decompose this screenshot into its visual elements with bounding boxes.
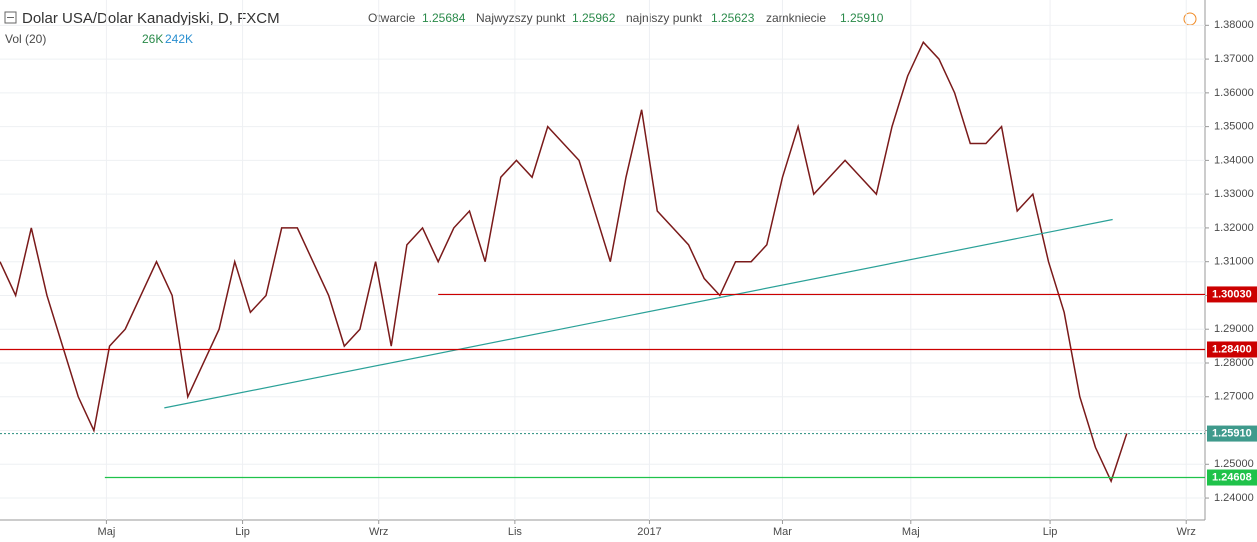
ohlc-value: 1.25910 bbox=[840, 11, 884, 25]
volume-value: 242K bbox=[165, 32, 193, 46]
price-label: 1.28400 bbox=[1212, 343, 1252, 355]
ohlc-label: najniszy punkt bbox=[626, 11, 703, 25]
volume-label[interactable]: Vol (20) bbox=[5, 32, 46, 46]
ohlc-value: 1.25623 bbox=[711, 11, 755, 25]
x-tick-label: 2017 bbox=[637, 526, 661, 538]
x-tick-label: Lip bbox=[1043, 526, 1058, 538]
ohlc-label: zamkniecie bbox=[766, 11, 826, 25]
x-tick-label: Wrz bbox=[369, 526, 388, 538]
ohlc-label: Otwarcie bbox=[368, 11, 416, 25]
price-label: 1.30030 bbox=[1212, 288, 1252, 300]
price-label-box bbox=[1207, 425, 1257, 442]
y-tick-label: 1.24000 bbox=[1214, 492, 1254, 504]
y-tick-label: 1.28000 bbox=[1214, 357, 1254, 369]
y-tick-label: 1.29000 bbox=[1214, 323, 1254, 335]
x-tick-label: Lip bbox=[235, 526, 250, 538]
x-tick-label: Maj bbox=[98, 526, 116, 538]
y-tick-label: 1.37000 bbox=[1214, 53, 1254, 65]
trend-line bbox=[164, 218, 1113, 409]
x-tick-label: Lis bbox=[508, 526, 523, 538]
y-tick-label: 1.33000 bbox=[1214, 188, 1254, 200]
collapse-icon[interactable] bbox=[4, 11, 17, 24]
x-tick-label: Wrz bbox=[1177, 526, 1196, 538]
y-tick-label: 1.36000 bbox=[1214, 87, 1254, 99]
price-label: 1.24608 bbox=[1212, 471, 1252, 483]
y-tick-label: 1.38000 bbox=[1214, 19, 1254, 31]
ohlc-value: 1.25684 bbox=[422, 11, 466, 25]
volume-value: 26K bbox=[142, 32, 163, 46]
price-label-box bbox=[1207, 469, 1257, 486]
x-tick-label: Maj bbox=[902, 526, 920, 538]
y-tick-label: 1.27000 bbox=[1214, 391, 1254, 403]
y-tick-label: 1.35000 bbox=[1214, 121, 1254, 133]
symbol-title[interactable]: Dolar USA/Dolar Kanadyjski, D, FXCM bbox=[22, 10, 280, 27]
y-tick-label: 1.31000 bbox=[1214, 256, 1254, 268]
y-tick-label: 1.32000 bbox=[1214, 222, 1254, 234]
price-label: 1.25910 bbox=[1212, 427, 1252, 439]
y-tick-label: 1.34000 bbox=[1214, 154, 1254, 166]
price-line bbox=[0, 40, 1128, 484]
x-tick-label: Mar bbox=[773, 526, 792, 538]
price-label-box bbox=[1207, 286, 1257, 303]
price-label-box bbox=[1207, 341, 1257, 358]
ohlc-label: Najwyzszy punkt bbox=[476, 11, 566, 25]
y-tick-label: 1.25000 bbox=[1214, 458, 1254, 470]
ohlc-value: 1.25962 bbox=[572, 11, 616, 25]
